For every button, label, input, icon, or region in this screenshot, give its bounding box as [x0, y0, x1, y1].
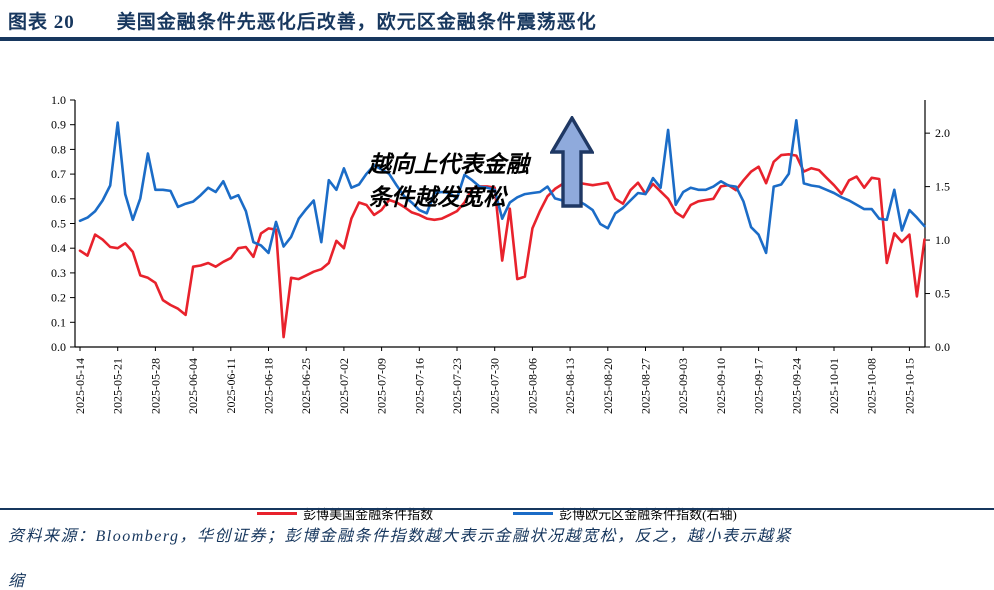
svg-text:2025-10-01: 2025-10-01 [827, 358, 841, 414]
svg-text:2025-08-06: 2025-08-06 [525, 358, 539, 414]
svg-text:2025-07-16: 2025-07-16 [412, 358, 426, 414]
svg-text:2025-09-10: 2025-09-10 [714, 358, 728, 414]
svg-text:2025-07-02: 2025-07-02 [337, 358, 351, 414]
chart-legend: 彭博美国金融条件指数 彭博欧元区金融条件指数(右轴) [0, 504, 994, 523]
svg-text:1.0: 1.0 [51, 93, 66, 107]
svg-text:1.5: 1.5 [935, 180, 950, 194]
figure-title-text: 美国金融条件先恶化后改善，欧元区金融条件震荡恶化 [116, 12, 597, 33]
svg-text:2025-08-20: 2025-08-20 [601, 358, 615, 414]
chart-area: 0.0 0.1 0.2 0.3 0.4 0.5 0.6 0.7 0.8 0.9 1.0 0.0 0.5 1… [0, 55, 994, 522]
source-note: 资料来源：Bloomberg，华创证券；彭博金融条件指数越大表示金融状况越宽松，… [8, 514, 986, 590]
legend-label-eurozone: 彭博欧元区金融条件指数(右轴) [559, 507, 737, 522]
svg-text:0.9: 0.9 [51, 118, 66, 132]
title-divider [0, 37, 994, 41]
svg-text:0.3: 0.3 [51, 266, 66, 280]
svg-text:2025-06-18: 2025-06-18 [262, 358, 276, 414]
svg-text:0.5: 0.5 [51, 217, 66, 231]
legend-item-eurozone: 彭博欧元区金融条件指数(右轴) [513, 504, 737, 523]
blue-line-swatch-icon [513, 512, 554, 515]
legend-label-us: 彭博美国金融条件指数 [303, 507, 434, 522]
svg-text:2025-07-09: 2025-07-09 [375, 358, 389, 414]
annotation-line-1: 越向上代表金融 [368, 152, 529, 177]
svg-text:0.6: 0.6 [51, 192, 66, 206]
red-line-swatch-icon [257, 512, 298, 515]
svg-text:2025-06-25: 2025-06-25 [299, 358, 313, 414]
svg-text:1.0: 1.0 [935, 233, 950, 247]
legend-item-us: 彭博美国金融条件指数 [257, 504, 433, 523]
up-arrow-icon [550, 116, 594, 208]
svg-text:0.0: 0.0 [935, 340, 950, 354]
svg-text:0.5: 0.5 [935, 287, 950, 301]
svg-text:2025-09-17: 2025-09-17 [752, 358, 766, 414]
svg-text:2025-10-08: 2025-10-08 [865, 358, 879, 414]
line-chart-canvas: 0.0 0.1 0.2 0.3 0.4 0.5 0.6 0.7 0.8 0.9 1.0 0.0 0.5 1… [51, 93, 950, 414]
svg-text:0.1: 0.1 [51, 315, 66, 329]
svg-text:2.0: 2.0 [935, 126, 950, 140]
svg-text:2025-06-04: 2025-06-04 [186, 358, 200, 414]
svg-text:2025-10-15: 2025-10-15 [902, 358, 916, 414]
annotation-line-2: 条件越发宽松 [368, 185, 506, 210]
svg-text:0.7: 0.7 [51, 167, 66, 181]
svg-text:2025-07-30: 2025-07-30 [488, 358, 502, 414]
chart-annotation: 越向上代表金融 条件越发宽松 [368, 148, 578, 214]
svg-text:2025-09-03: 2025-09-03 [676, 358, 690, 414]
footer-divider [0, 508, 994, 510]
svg-text:2025-08-27: 2025-08-27 [639, 358, 653, 414]
figure-title: 图表 20 美国金融条件先恶化后改善，欧元区金融条件震荡恶化 [8, 7, 597, 34]
svg-text:0.8: 0.8 [51, 142, 66, 156]
figure-number-label: 图表 20 [8, 12, 75, 33]
svg-text:2025-05-21: 2025-05-21 [111, 358, 125, 414]
svg-text:2025-08-13: 2025-08-13 [563, 358, 577, 414]
svg-text:0.2: 0.2 [51, 291, 66, 305]
source-note-line-1: 资料来源：Bloomberg，华创证券；彭博金融条件指数越大表示金融状况越宽松，… [8, 528, 793, 545]
source-note-line-2: 缩 [8, 573, 26, 590]
svg-text:2025-06-11: 2025-06-11 [224, 358, 238, 414]
svg-text:0.4: 0.4 [51, 241, 66, 255]
svg-text:2025-05-14: 2025-05-14 [73, 358, 87, 414]
svg-text:2025-05-28: 2025-05-28 [148, 358, 162, 414]
svg-text:2025-07-23: 2025-07-23 [450, 358, 464, 414]
svg-text:2025-09-24: 2025-09-24 [789, 358, 803, 414]
svg-text:0.0: 0.0 [51, 340, 66, 354]
